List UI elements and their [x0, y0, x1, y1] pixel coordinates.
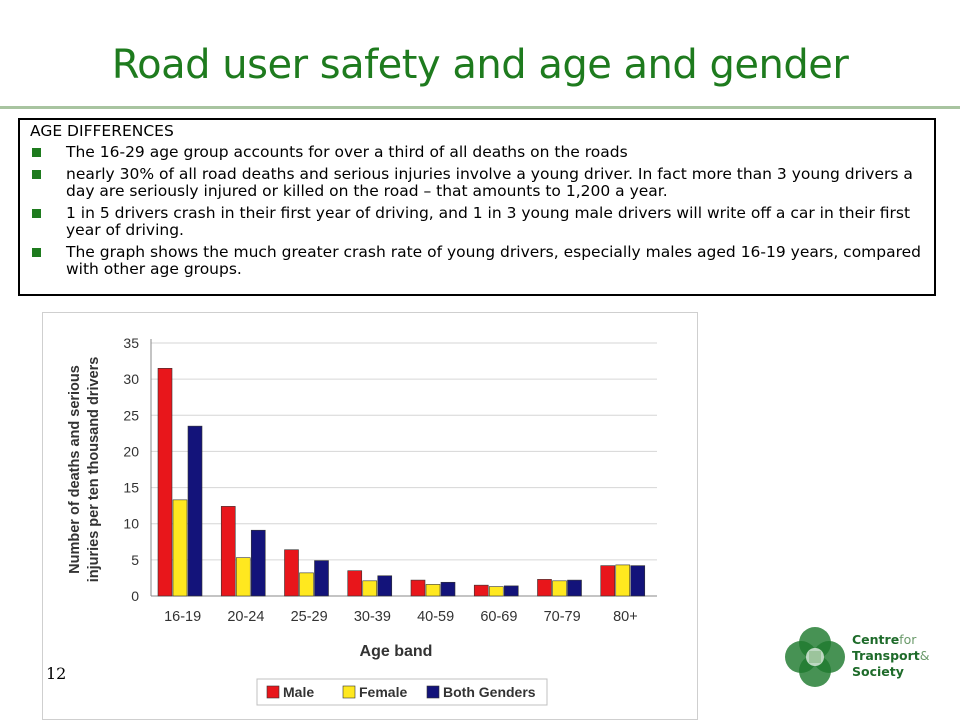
x-tick-label: 20-24 [227, 609, 264, 625]
logo-line3-bold: Society [852, 664, 904, 679]
logo-line2-bold: Transport [852, 648, 920, 663]
legend-label: Both Genders [443, 684, 536, 700]
bar [503, 585, 519, 597]
bar [172, 499, 188, 597]
x-tick-label: 60-69 [480, 609, 517, 625]
bar [567, 579, 582, 597]
x-tick-label: 70-79 [544, 609, 581, 625]
bullet-list: The 16-29 age group accounts for over a … [30, 144, 924, 278]
bar-chart: 0 5 10 15 20 25 30 35 16-19 20-24 25-29 30-39 40-59 6… [67, 335, 657, 706]
bar [235, 557, 251, 597]
y-axis-title-line: injuries per ten thousand drivers [86, 357, 102, 583]
bullet-text: The graph shows the much greater crash r… [66, 243, 922, 278]
x-tick-label: 80+ [613, 609, 638, 625]
square-bullet-icon [32, 170, 41, 179]
bullet-text: 1 in 5 drivers crash in their first year… [66, 204, 911, 239]
logo-line1-bold: Centre [852, 632, 900, 647]
y-axis-title-line: Number of deaths and serious [67, 365, 83, 574]
y-axis-title: Number of deaths and serious injuries per… [67, 357, 102, 583]
bar [314, 560, 329, 597]
bar [377, 575, 393, 597]
bar [220, 506, 236, 597]
bullet-item: The 16-29 age group accounts for over a … [30, 144, 924, 161]
bullet-item: The graph shows the much greater crash r… [30, 244, 924, 278]
y-tick-label: 0 [131, 588, 139, 604]
bar [362, 580, 378, 597]
legend-swatch [266, 685, 280, 699]
centre-for-transport-society-logo: Centrefor Transport& Society [782, 624, 942, 694]
bar [425, 584, 441, 597]
bar [600, 565, 616, 597]
legend-label: Female [359, 684, 407, 700]
bar [615, 564, 631, 597]
bar [440, 581, 456, 597]
y-tick-label: 15 [123, 480, 139, 496]
y-tick-label: 20 [123, 443, 139, 459]
square-bullet-icon [32, 209, 41, 218]
info-box: AGE DIFFERENCES The 16-29 age group acco… [18, 118, 936, 296]
bar [473, 584, 489, 597]
bar [552, 580, 567, 597]
bullet-text: The 16-29 age group accounts for over a … [66, 143, 628, 161]
legend-swatch [342, 685, 356, 699]
x-tick-label: 30-39 [354, 609, 391, 625]
slide-title: Road user safety and age and gender [111, 42, 849, 88]
bar [410, 579, 426, 597]
logo-mark-icon [785, 627, 845, 687]
bar [187, 425, 203, 597]
info-box-heading: AGE DIFFERENCES [30, 122, 174, 140]
x-tick-label: 16-19 [164, 609, 201, 625]
bar [157, 367, 173, 597]
chart-frame: 0 5 10 15 20 25 30 35 16-19 20-24 25-29 30-39 40-59 6… [42, 312, 698, 720]
square-bullet-icon [32, 148, 41, 157]
logo-line1-light: for [899, 632, 917, 647]
bar [630, 565, 646, 597]
bullet-text: nearly 30% of all road deaths and seriou… [66, 165, 913, 200]
bar [347, 570, 363, 597]
x-axis-title: Age band [360, 643, 433, 660]
x-tick-label: 25-29 [291, 609, 328, 625]
bar [488, 586, 504, 597]
logo-line2-light: & [919, 648, 930, 663]
page-number: 12 [46, 664, 67, 683]
y-tick-label: 30 [123, 371, 139, 387]
bar [537, 579, 552, 597]
y-tick-label: 35 [123, 335, 139, 351]
legend-label: Male [283, 684, 314, 700]
title-divider [0, 106, 960, 109]
x-tick-label: 40-59 [417, 609, 454, 625]
y-tick-label: 10 [123, 516, 139, 532]
bar [299, 572, 314, 597]
logo-text: Centrefor Transport& Society [852, 632, 930, 680]
y-tick-label: 5 [131, 552, 139, 568]
bullet-item: 1 in 5 drivers crash in their first year… [30, 205, 924, 239]
legend-box [256, 678, 548, 706]
bullet-item: nearly 30% of all road deaths and seriou… [30, 166, 924, 200]
bar [250, 529, 266, 597]
bar [284, 549, 299, 597]
y-tick-label: 25 [123, 407, 139, 423]
square-bullet-icon [32, 248, 41, 257]
legend-swatch [426, 685, 440, 699]
